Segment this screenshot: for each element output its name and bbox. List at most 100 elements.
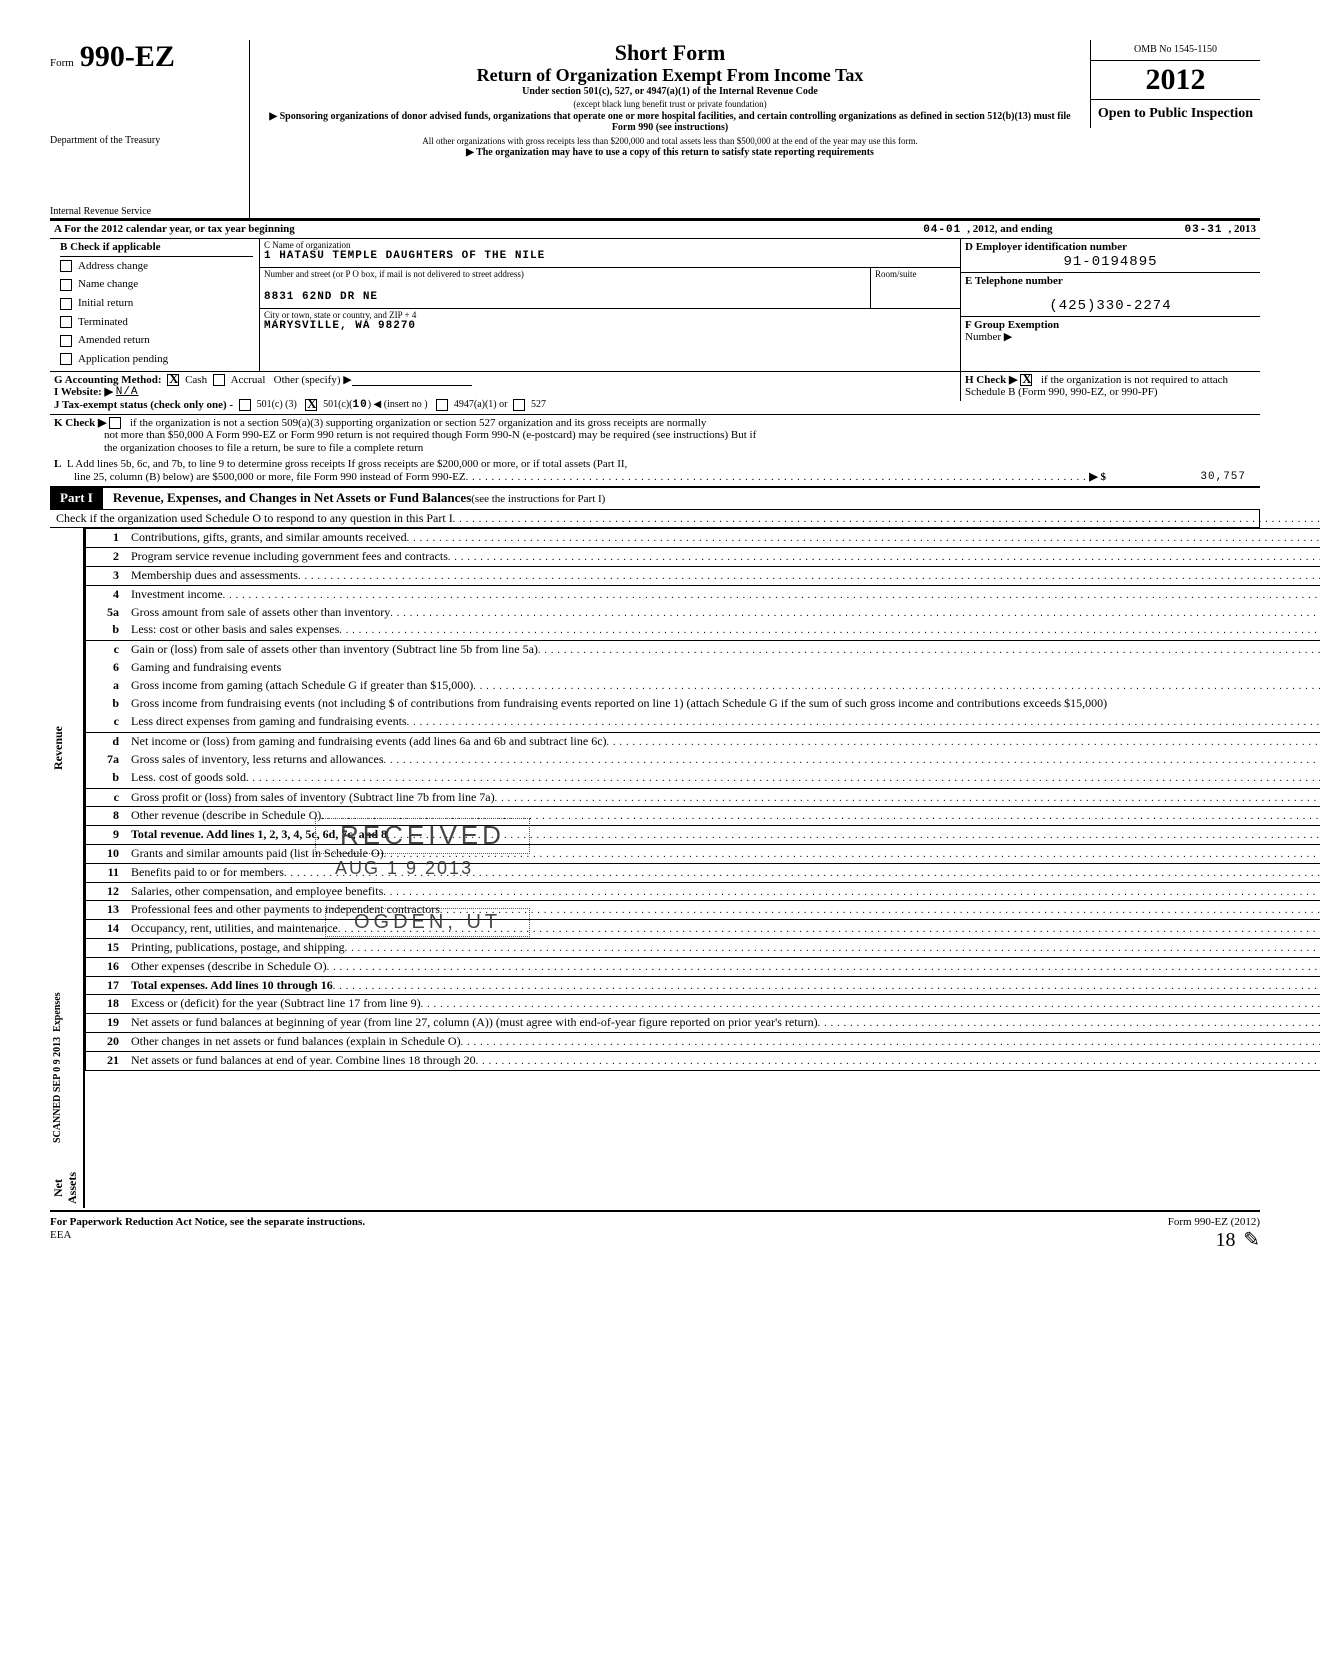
- check-col-b: B Check if applicable Address change Nam…: [50, 239, 260, 370]
- line20-text: Other changes in net assets or fund bala…: [131, 1035, 461, 1049]
- main-table: Revenue SCANNED SEP 0 9 2013 Expenses Ne…: [50, 528, 1260, 1208]
- tax-year: 2012: [1091, 61, 1260, 101]
- j-label: J Tax-exempt status (check only one) -: [54, 399, 233, 412]
- org-name: 1 HATASU TEMPLE DAUGHTERS OF THE NILE: [260, 250, 960, 267]
- f-label: F Group Exemption: [965, 319, 1256, 332]
- part1-label: Part I: [50, 488, 103, 509]
- line11-text: Benefits paid to or for members: [131, 866, 284, 880]
- phone-val: (425)330-2274: [965, 288, 1256, 314]
- cbx-cash[interactable]: [167, 374, 179, 386]
- cbx-name-change[interactable]: [60, 279, 72, 291]
- j-b-pre: 501(c)(: [323, 399, 352, 412]
- footer-eea: EEA: [50, 1229, 71, 1241]
- cbx-527[interactable]: [513, 399, 525, 411]
- part1-title: Revenue, Expenses, and Changes in Net As…: [113, 490, 471, 505]
- subtitle-paren: (except black lung benefit trust or priv…: [260, 99, 1080, 109]
- l-text1: L Add lines 5b, 6c, and 7b, to line 9 to…: [67, 458, 627, 470]
- addr-label: Number and street (or P O box, if mail i…: [260, 268, 870, 279]
- form-header: Form 990-EZ Department of the Treasury I…: [50, 40, 1260, 218]
- line4-text: Investment income: [131, 588, 223, 602]
- line6a-text: Gross income from gaming (attach Schedul…: [131, 679, 473, 693]
- stamp-date: AUG 1 9 2013: [335, 858, 473, 879]
- form-id-cell: Form 990-EZ Department of the Treasury I…: [50, 40, 250, 218]
- initial-mark: ✎: [1238, 1229, 1260, 1251]
- side-label-col: Revenue SCANNED SEP 0 9 2013 Expenses Ne…: [50, 528, 84, 1208]
- bullet-2: All other organizations with gross recei…: [260, 136, 1080, 146]
- line5a-text: Gross amount from sale of assets other t…: [131, 606, 390, 620]
- part1-check-row: Check if the organization used Schedule …: [50, 510, 1260, 529]
- row-g-h: G Accounting Method: Cash Accrual Other …: [50, 371, 1260, 415]
- part1-header: Part I Revenue, Expenses, and Changes in…: [50, 487, 1260, 510]
- line14-text: Occupancy, rent, utilities, and maintena…: [131, 922, 338, 936]
- g-accrual: Accrual: [231, 374, 266, 387]
- line7c-text: Gross profit or (loss) from sales of inv…: [131, 791, 495, 805]
- footer-form: Form 990-EZ (2012): [1168, 1216, 1260, 1228]
- cbx-label-4: Amended return: [78, 334, 150, 346]
- side-expenses: Expenses: [52, 993, 63, 1032]
- d-label: D Employer identification number: [965, 241, 1256, 254]
- f-label2: Number ▶: [965, 331, 1256, 344]
- i-label: I Website: ▶: [54, 386, 113, 399]
- line7b-text: Less. cost of goods sold: [131, 771, 246, 786]
- line8-text: Other revenue (describe in Schedule O): [131, 809, 321, 823]
- g-other: Other (specify) ▶: [274, 374, 352, 387]
- cbx-app-pending[interactable]: [60, 353, 72, 365]
- c-label: C Name of organization: [260, 239, 960, 250]
- line17-text: Total expenses. Add lines 10 through 16: [131, 979, 333, 993]
- cbx-initial-return[interactable]: [60, 298, 72, 310]
- row-k: K Check ▶ if the organization is not a s…: [50, 415, 1260, 457]
- period-mid: , 2012, and ending: [967, 223, 1052, 236]
- footer-hand: 18: [1215, 1229, 1235, 1251]
- line16-text: Other expenses (describe in Schedule O): [131, 960, 327, 974]
- footer: For Paperwork Reduction Act Notice, see …: [50, 1210, 1260, 1252]
- part1-paren: (see the instructions for Part I): [471, 493, 605, 505]
- g-cash: Cash: [185, 374, 207, 387]
- bullet-1: Sponsoring organizations of donor advise…: [280, 111, 1071, 134]
- k-text1: if the organization is not a section 509…: [130, 417, 706, 429]
- line7a-text: Gross sales of inventory, less returns a…: [131, 753, 384, 767]
- stamp-ogden: OGDEN, UT: [325, 908, 530, 937]
- line6d-text: Net income or (loss) from gaming and fun…: [131, 735, 607, 749]
- room-label: Room/suite: [871, 268, 960, 279]
- line1-text: Contributions, gifts, grants, and simila…: [131, 531, 407, 545]
- period-begin: 04-01: [923, 224, 961, 237]
- cbx-accrual[interactable]: [213, 374, 225, 386]
- line18-text: Excess or (deficit) for the year (Subtra…: [131, 997, 421, 1011]
- line12-text: Salaries, other compensation, and employ…: [131, 885, 383, 899]
- cbx-label-1: Name change: [78, 278, 138, 290]
- l-text2: line 25, column (B) below) are $500,000 …: [74, 471, 466, 484]
- website-val: N/A: [116, 386, 139, 399]
- cbx-terminated[interactable]: [60, 316, 72, 328]
- side-netassets: Net Assets: [50, 1168, 84, 1208]
- j-d: 527: [531, 399, 546, 412]
- cbx-4947[interactable]: [436, 399, 448, 411]
- line5c-text: Gain or (loss) from sale of assets other…: [131, 643, 538, 657]
- cbx-501c3[interactable]: [239, 399, 251, 411]
- ein-val: 91-0194895: [965, 254, 1256, 270]
- side-scanned: SCANNED SEP 0 9 2013: [52, 1038, 63, 1144]
- line19-text: Net assets or fund balances at beginning…: [131, 1016, 818, 1030]
- line2-text: Program service revenue including govern…: [131, 550, 448, 564]
- l-val: 30,757: [1106, 471, 1256, 484]
- cbx-address-change[interactable]: [60, 260, 72, 272]
- cbx-label-3: Terminated: [78, 316, 128, 328]
- form-number: 990-EZ: [80, 40, 175, 75]
- j-c: 4947(a)(1) or: [454, 399, 508, 412]
- row-a-period: A For the 2012 calendar year, or tax yea…: [50, 221, 1260, 240]
- form-word: Form: [50, 57, 74, 70]
- open-inspection: Open to Public Inspection: [1091, 100, 1260, 128]
- omb-number: OMB No 1545-1150: [1091, 40, 1260, 61]
- cbx-amended[interactable]: [60, 335, 72, 347]
- j-b-post: ) ◀ (insert no ): [368, 399, 428, 412]
- j-a: 501(c) (3): [257, 399, 297, 412]
- b-label: B Check if applicable: [60, 241, 253, 257]
- cbx-501c[interactable]: [305, 399, 317, 411]
- cbx-h[interactable]: [1020, 374, 1032, 386]
- cbx-k[interactable]: [109, 417, 121, 429]
- bullet-3: The organization may have to use a copy …: [476, 147, 874, 158]
- side-revenue: Revenue: [50, 528, 84, 968]
- h-label: H Check ▶: [965, 374, 1017, 386]
- org-info-block: B Check if applicable Address change Nam…: [50, 239, 1260, 370]
- k-text3: the organization chooses to file a retur…: [54, 442, 423, 455]
- right-header: OMB No 1545-1150 2012 Open to Public Ins…: [1090, 40, 1260, 128]
